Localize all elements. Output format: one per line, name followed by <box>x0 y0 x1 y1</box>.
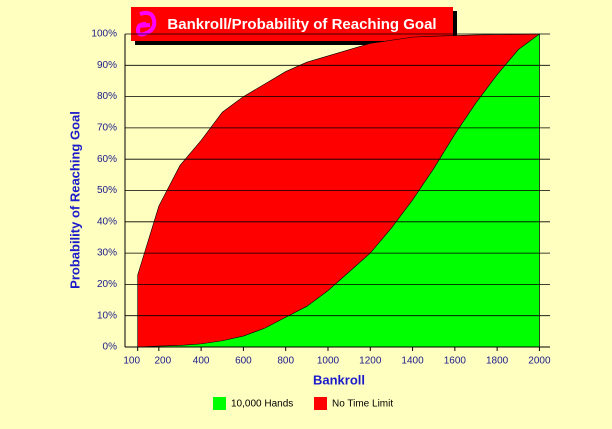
x-tick-label: 1800 <box>486 356 509 367</box>
x-tick-label: 2000 <box>528 356 551 367</box>
legend-label: No Time Limit <box>332 399 393 410</box>
legend-swatch <box>314 397 327 410</box>
x-tick-label: 1200 <box>359 356 382 367</box>
x-tick-label: 200 <box>154 356 171 367</box>
legend-label: 10,000 Hands <box>231 399 293 410</box>
y-tick-label: 60% <box>97 154 117 165</box>
y-tick-label: 0% <box>103 342 118 353</box>
x-tick-label: 1600 <box>444 356 467 367</box>
y-tick-label: 80% <box>97 91 117 102</box>
chart-title: Bankroll/Probability of Reaching Goal <box>167 16 436 33</box>
x-tick-label: 1000 <box>317 356 340 367</box>
legend-swatch <box>213 397 226 410</box>
y-tick-label: 100% <box>91 29 117 40</box>
y-tick-label: 10% <box>97 310 117 321</box>
area <box>137 33 540 348</box>
x-tick-label: 600 <box>235 356 252 367</box>
y-tick-label: 50% <box>97 185 117 196</box>
x-tick-label: 400 <box>193 356 210 367</box>
x-tick-label: 800 <box>277 356 294 367</box>
y-tick-label: 30% <box>97 248 117 259</box>
x-axis-label: Bankroll <box>313 372 365 387</box>
y-tick-label: 90% <box>97 60 117 71</box>
x-tick-label: 100 <box>123 356 140 367</box>
y-axis-label: Probability of Reaching Goal <box>67 111 82 289</box>
x-tick-label: 1400 <box>401 356 424 367</box>
title-box <box>131 7 453 41</box>
y-tick-label: 20% <box>97 279 117 290</box>
y-tick-label: 70% <box>97 123 117 134</box>
y-tick-label: 40% <box>97 216 117 227</box>
